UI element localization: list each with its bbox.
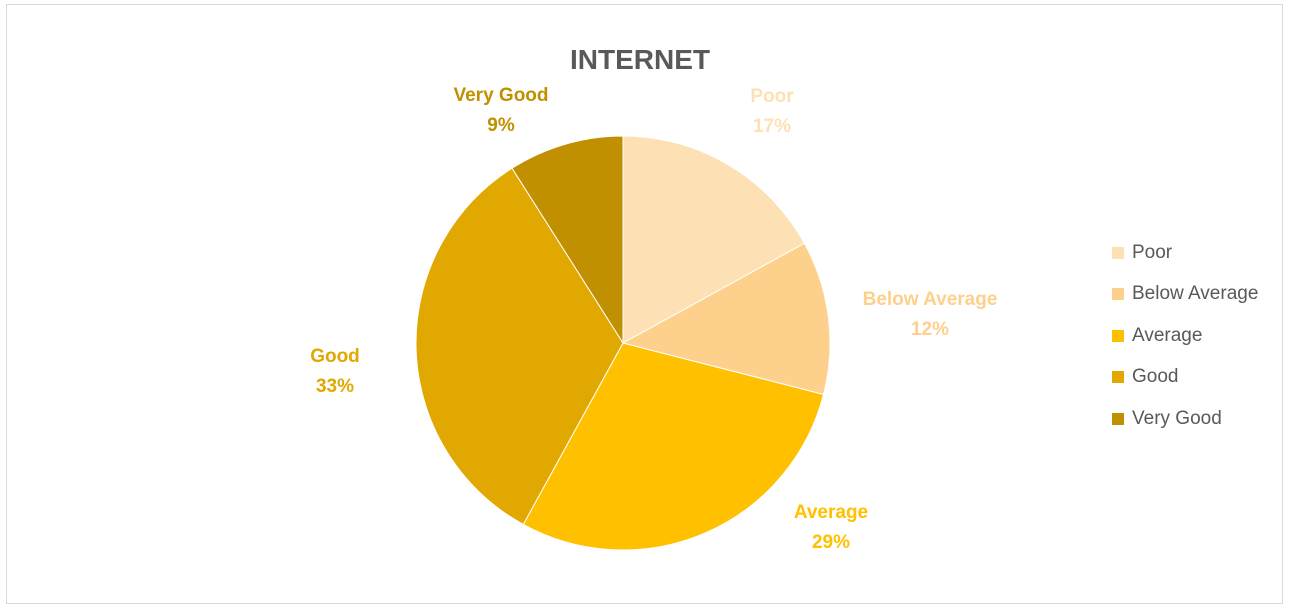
data-label-category: Average <box>794 502 868 523</box>
pie-chart: Poor 17% Below Average 12% Average 29% Good 33%… <box>310 85 997 553</box>
chart-legend: Poor Below Average Average Good Very Good <box>1112 232 1282 440</box>
data-label-poor: Poor 17% <box>750 86 794 137</box>
legend-item-below-average: Below Average <box>1112 274 1282 316</box>
data-label-category: Very Good <box>453 85 548 106</box>
pie-slice-below-average <box>621 242 831 396</box>
data-label-average: Average 29% <box>794 502 868 553</box>
legend-label: Poor <box>1132 241 1173 263</box>
pie-slice-very-good <box>511 135 624 345</box>
pie-slice-good <box>415 167 624 526</box>
legend-swatch <box>1112 371 1124 384</box>
data-label-percent: 12% <box>911 319 949 340</box>
data-label-category: Good <box>310 346 360 367</box>
legend-label: Good <box>1132 366 1179 388</box>
pie-data-labels: Poor 17% Below Average 12% Average 29% Good 33%… <box>310 85 997 553</box>
data-label-good: Good 33% <box>310 346 360 397</box>
legend-label: Very Good <box>1132 407 1222 429</box>
legend-swatch <box>1112 329 1124 342</box>
legend-item-average: Average <box>1112 315 1282 357</box>
pie-slice-poor <box>622 135 806 344</box>
data-label-category: Poor <box>750 86 794 107</box>
legend-label: Average <box>1132 324 1203 346</box>
legend-item-poor: Poor <box>1112 232 1282 274</box>
data-label-very-good: Very Good 9% <box>453 85 548 136</box>
data-label-percent: 17% <box>753 116 791 137</box>
legend-swatch <box>1112 288 1124 301</box>
data-label-percent: 33% <box>316 376 354 397</box>
data-label-percent: 9% <box>487 115 515 136</box>
data-label-percent: 29% <box>812 532 850 553</box>
legend-swatch <box>1112 412 1124 425</box>
data-label-category: Below Average <box>863 289 998 310</box>
chart-title: INTERNET <box>570 44 710 75</box>
pie-slice-average <box>522 342 825 551</box>
legend-swatch <box>1112 246 1124 259</box>
legend-item-good: Good <box>1112 357 1282 399</box>
data-label-below-average: Below Average 12% <box>863 289 998 340</box>
legend-label: Below Average <box>1132 283 1259 305</box>
pie-slices <box>415 135 831 551</box>
legend-item-very-good: Very Good <box>1112 398 1282 440</box>
